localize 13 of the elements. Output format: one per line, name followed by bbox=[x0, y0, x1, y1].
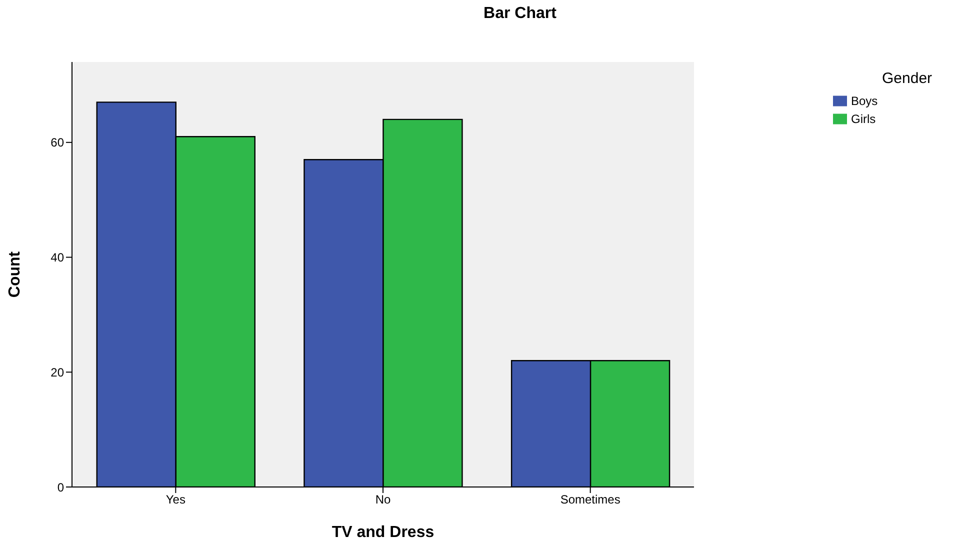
x-axis-title: TV and Dress bbox=[332, 524, 434, 539]
legend-title: Gender bbox=[882, 70, 932, 87]
chart-title: Bar Chart bbox=[482, 5, 558, 23]
y-tick-label: 0 bbox=[57, 480, 64, 494]
x-tick-label: Yes bbox=[166, 492, 186, 507]
x-tick-label: Sometimes bbox=[560, 492, 620, 507]
x-tick-label: No bbox=[375, 492, 391, 507]
legend-label: Boys bbox=[851, 94, 878, 108]
y-axis-title: Count bbox=[6, 250, 24, 298]
y-tick-label: 60 bbox=[50, 136, 64, 150]
legend-label: Girls bbox=[851, 112, 876, 126]
y-tick-label: 40 bbox=[50, 250, 64, 265]
y-tick-label: 20 bbox=[50, 365, 64, 380]
